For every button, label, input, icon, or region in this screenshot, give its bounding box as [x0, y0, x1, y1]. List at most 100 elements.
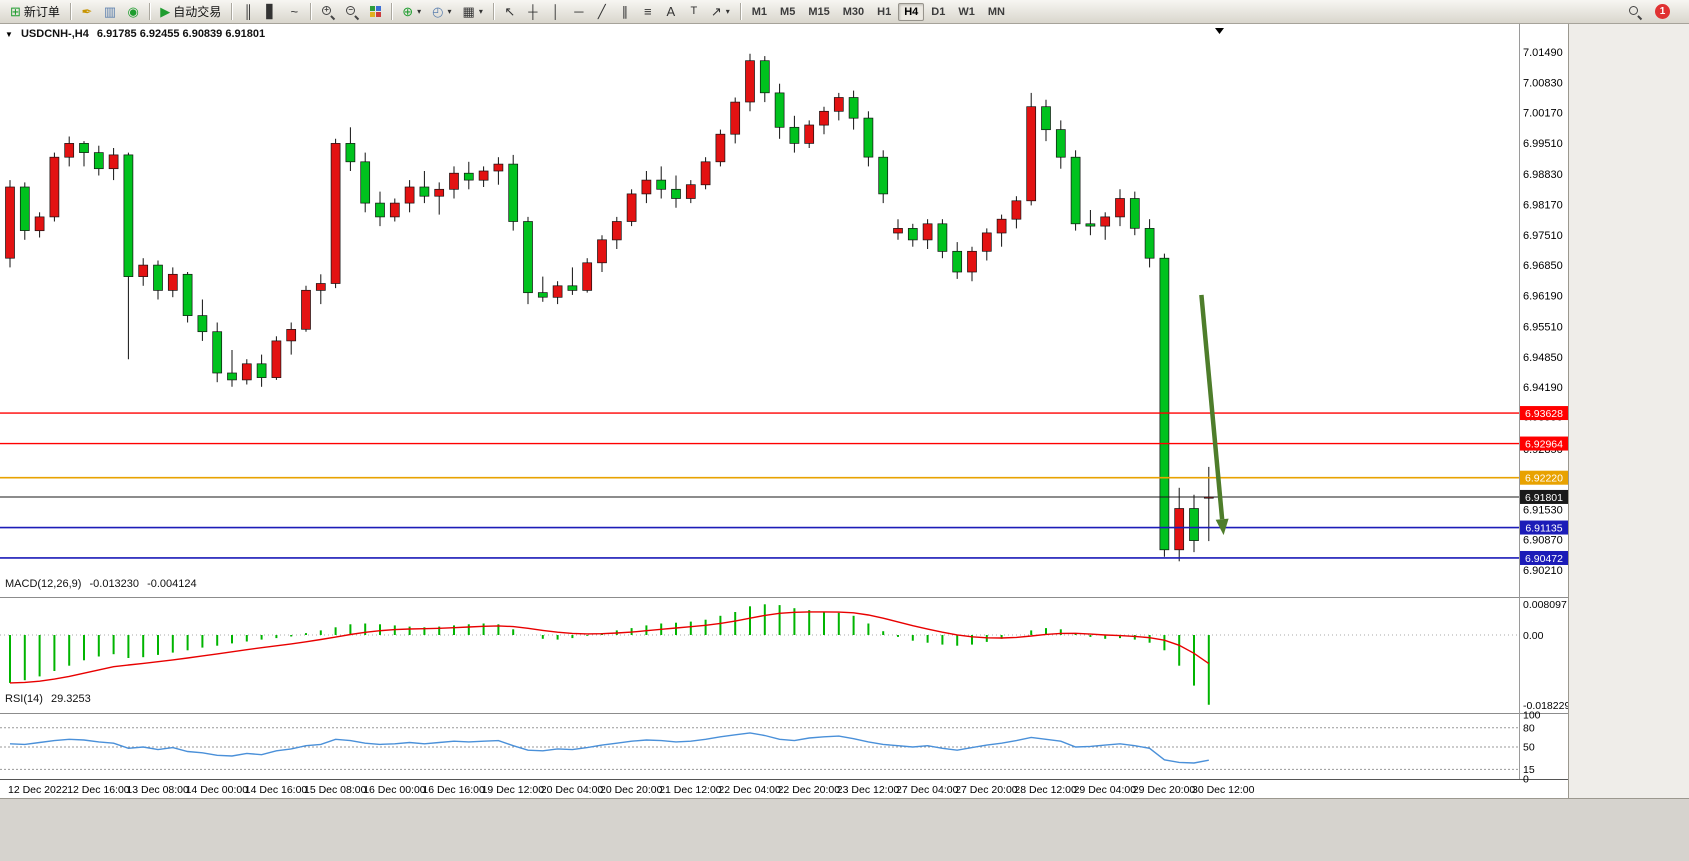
svg-text:15: 15 [1523, 764, 1535, 776]
svg-text:6.91530: 6.91530 [1523, 504, 1563, 516]
text-tool-button[interactable]: A [660, 2, 682, 22]
trend-arrow[interactable] [1199, 294, 1225, 520]
chart-shift-marker[interactable] [1215, 28, 1224, 34]
arrows-tool-button[interactable]: ↗ ▾ [706, 2, 735, 22]
candle [863, 117, 874, 158]
price-line-badge [1520, 520, 1568, 535]
candle [1100, 216, 1111, 227]
svg-text:6.92964: 6.92964 [1525, 439, 1563, 451]
candle [626, 193, 637, 222]
candle [641, 179, 652, 195]
candle [893, 228, 903, 234]
price-chart-svg[interactable]: 7.01490 7.00830 7.00170 6.99510 6.98830 6.981… [0, 24, 1568, 798]
svg-text:6.94190: 6.94190 [1523, 382, 1563, 394]
timeframe-M15[interactable]: M15 [808, 5, 830, 18]
svg-text:12 Dec 16:00: 12 Dec 16:00 [67, 784, 130, 796]
tile-windows-icon [369, 6, 381, 17]
notification-badge[interactable]: 1 [1655, 4, 1670, 19]
svg-text:6.98830: 6.98830 [1523, 169, 1563, 181]
quill-button[interactable]: ✒ [76, 2, 98, 22]
timeframe-M5[interactable]: M5 [780, 5, 796, 18]
indicators-button[interactable]: ⊕ ▾ [397, 2, 426, 22]
svg-text:16 Dec 16:00: 16 Dec 16:00 [422, 784, 485, 796]
bar-chart-button[interactable]: ║ [237, 2, 259, 22]
candle [508, 163, 519, 222]
chart-window[interactable]: 7.01490 7.00830 7.00170 6.99510 6.98830 6.981… [0, 24, 1568, 798]
zoom-out-button[interactable]: − [340, 2, 363, 22]
periods-button[interactable]: ◴ ▾ [427, 2, 456, 22]
svg-text:20 Dec 20:00: 20 Dec 20:00 [600, 784, 663, 796]
svg-text:7.00830: 7.00830 [1523, 77, 1563, 89]
fibonacci-tool-button[interactable]: ≡ [637, 2, 659, 22]
text-label-tool-button[interactable]: T [683, 2, 705, 22]
chevron-down-icon: ▾ [478, 7, 483, 16]
timeframe-D1[interactable]: D1 [931, 5, 946, 18]
channel-tool-button[interactable]: ∥ [614, 2, 636, 22]
svg-text:50: 50 [1523, 742, 1535, 754]
line-chart-button[interactable]: ~ [283, 2, 305, 22]
new-order-label: 新订单 [23, 5, 60, 19]
svg-text:28 Dec 12:00: 28 Dec 12:00 [1014, 784, 1077, 796]
zoom-in-button[interactable]: + [316, 2, 339, 22]
rsi-line [9, 732, 1209, 764]
candle [286, 329, 297, 342]
candle [1041, 106, 1051, 131]
price-line-badge [1520, 406, 1568, 421]
candle [1115, 198, 1125, 218]
svg-text:29 Dec 20:00: 29 Dec 20:00 [1133, 784, 1196, 796]
market-watch-icon: ◉ [127, 4, 139, 19]
templates-button[interactable]: ▦ ▾ [458, 2, 488, 22]
text-icon: A [666, 4, 676, 19]
candle [1189, 508, 1199, 541]
timeframe-MN[interactable]: MN [987, 5, 1005, 18]
svg-text:80: 80 [1523, 722, 1535, 734]
trendline-tool-button[interactable]: ╱ [591, 2, 613, 22]
timeframe-W1[interactable]: W1 [958, 5, 975, 18]
svg-text:6.91135: 6.91135 [1525, 523, 1562, 535]
candle [419, 186, 430, 197]
autotrading-button[interactable]: ▶ 自动交易 [155, 2, 226, 22]
candle [715, 133, 726, 163]
toolbar-separator [391, 3, 393, 20]
toolbar-separator [492, 3, 494, 20]
price-line-badge [1520, 550, 1568, 565]
candle [671, 188, 681, 199]
vertical-line-tool-button[interactable]: │ [545, 2, 567, 22]
candle [375, 202, 385, 218]
svg-text:6.90870: 6.90870 [1523, 535, 1563, 547]
chart-profile-icon: ▥ [103, 4, 117, 19]
toolbar: ⊞ 新订单 ✒ ▥ ◉ ▶ 自动交易 ║ ▋ ~ + − ⊕ ▾ ◴ ▾ ▦ [0, 0, 1689, 24]
search-button[interactable] [1623, 2, 1646, 22]
candle [1070, 156, 1081, 225]
candle [597, 239, 607, 264]
candle [167, 273, 178, 291]
timeframe-H1[interactable]: H1 [877, 5, 892, 18]
timeframe-M1[interactable]: M1 [751, 5, 768, 18]
trend-arrow-head [1215, 518, 1229, 536]
svg-text:12 Dec 2022: 12 Dec 2022 [8, 784, 68, 796]
timeframe-M30[interactable]: M30 [842, 5, 865, 18]
new-order-button[interactable]: ⊞ 新订单 [5, 2, 65, 22]
candlestick-chart-icon: ▋ [266, 4, 277, 19]
price-line-badge [1520, 470, 1568, 485]
cursor-tool-button[interactable]: ↖ [499, 2, 521, 22]
crosshair-tool-button[interactable]: ┼ [522, 2, 544, 22]
candle [537, 292, 548, 298]
horizontal-line-tool-button[interactable]: ─ [568, 2, 590, 22]
price-line-badge [1520, 489, 1568, 504]
candlestick-chart-button[interactable]: ▋ [260, 2, 282, 22]
timeframe-H4[interactable]: H4 [898, 2, 925, 21]
svg-text:19 Dec 12:00: 19 Dec 12:00 [482, 784, 545, 796]
candle [685, 184, 696, 199]
status-bar [0, 798, 1689, 861]
candle [478, 170, 489, 181]
tile-windows-button[interactable] [364, 2, 386, 22]
chart-profile-button[interactable]: ▥ [99, 2, 121, 22]
market-watch-button[interactable]: ◉ [122, 2, 144, 22]
candle [1174, 508, 1185, 551]
svg-text:27 Dec 20:00: 27 Dec 20:00 [955, 784, 1018, 796]
candle [5, 186, 15, 259]
candle [789, 126, 800, 144]
line-chart-icon: ~ [290, 4, 299, 19]
candle [922, 223, 933, 241]
